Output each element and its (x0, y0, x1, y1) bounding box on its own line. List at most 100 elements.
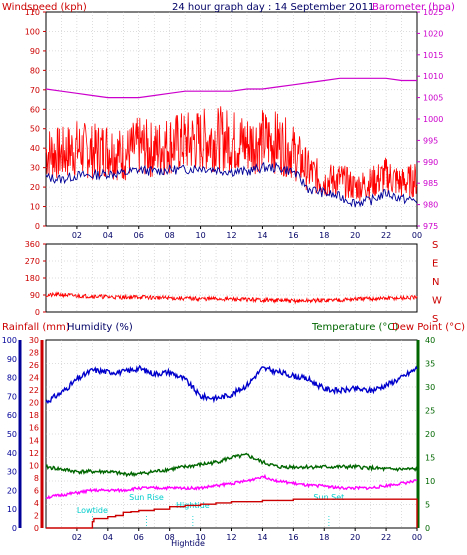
annotation-label: Sun Rise (129, 493, 164, 502)
x-tick-label: 00 (412, 231, 422, 240)
humidity-tick-label: 40 (7, 449, 17, 458)
x-tick-label: 14 (257, 533, 267, 542)
compass-label: E (432, 259, 438, 270)
humidity-tick-label: 10 (7, 505, 17, 514)
left-tick-label: 20 (30, 183, 40, 192)
rainfall-tick-label: 2 (34, 511, 39, 520)
temperature-tick-label: 40 (425, 336, 435, 345)
left-tick-label: 100 (25, 27, 40, 36)
rainfall-tick-label: 18 (29, 411, 39, 420)
left-tick-label: 50 (30, 125, 40, 134)
x-tick-label: 10 (195, 231, 205, 240)
left-tick-label: 10 (30, 203, 40, 212)
wind-barometer-panel: Windspeed (kph) 24 hour graph day : 14 Se… (2, 2, 455, 240)
x-tick-label: 16 (288, 231, 298, 240)
rainfall-tick-label: 0 (34, 524, 39, 533)
rainfall-tick-label: 10 (29, 461, 39, 470)
left-tick-label: 110 (25, 8, 40, 17)
temperature-tick-label: 30 (425, 383, 435, 392)
humidity-tick-label: 20 (7, 486, 17, 495)
x-tick-label: 22 (381, 231, 391, 240)
temperature-tick-label: 10 (425, 477, 435, 486)
temperature-tick-label: 0 (425, 524, 430, 533)
rainfall-tick-label: 14 (29, 436, 39, 445)
x-tick-label: 02 (72, 533, 82, 542)
x-tick-label: 18 (319, 533, 329, 542)
right-tick-label: 995 (423, 136, 438, 145)
rainfall-line (46, 498, 418, 529)
humidity-temperature-panel: Rainfall (mm)Humidity (%) Temperature (°C… (2, 322, 465, 548)
rainfall-label: Rainfall (mm) (2, 322, 70, 333)
right-tick-label: 1000 (423, 115, 443, 124)
x-tick-label: 20 (350, 533, 360, 542)
left-tick-label: 70 (30, 86, 40, 95)
temperature-line (45, 452, 418, 478)
rainfall-tick-label: 24 (29, 374, 39, 383)
dewpoint-label: Dew Point (°C) (392, 322, 465, 333)
x-tick-label: 06 (134, 231, 144, 240)
rainfall-tick-label: 26 (29, 361, 39, 370)
temperature-tick-label: 15 (425, 454, 435, 463)
direction-tick-label: 360 (25, 240, 40, 249)
left-tick-label: 60 (30, 105, 40, 114)
humidity-tick-label: 90 (7, 355, 17, 364)
humidity-tick-label: 0 (12, 524, 17, 533)
temperature-tick-label: 20 (425, 430, 435, 439)
left-axis-label: Windspeed (kph) (2, 2, 87, 13)
x-tick-label: 02 (72, 231, 82, 240)
rainfall-tick-label: 16 (29, 424, 39, 433)
right-axis-label: Barometer (hpa) (372, 2, 455, 13)
x-tick-label: 12 (226, 231, 236, 240)
compass-label: S (432, 314, 438, 325)
compass-label: W (432, 296, 442, 307)
left-tick-label: 30 (30, 164, 40, 173)
x-tick-label: 12 (226, 533, 236, 542)
x-tick-label: 04 (103, 533, 113, 542)
x-tick-label: 08 (165, 231, 175, 240)
rainfall-tick-label: 20 (29, 399, 39, 408)
direction-tick-label: 90 (30, 291, 40, 300)
annotation-label: Lowtide (77, 506, 108, 515)
temperature-tick-label: 25 (425, 407, 435, 416)
direction-tick-label: 180 (25, 274, 40, 283)
rainfall-tick-label: 30 (29, 336, 39, 345)
temperature-label: Temperature (°C) (311, 322, 398, 333)
right-tick-label: 1020 (423, 29, 443, 38)
right-tick-label: 985 (423, 179, 438, 188)
humidity-tick-label: 70 (7, 392, 17, 401)
humidity-tick-label: 50 (7, 430, 17, 439)
right-tick-label: 1015 (423, 51, 443, 60)
annotation-label: Sun Set (313, 493, 344, 502)
temperature-tick-label: 5 (425, 501, 430, 510)
chart-title: 24 hour graph day : 14 September 2011 (172, 2, 374, 13)
right-tick-label: 975 (423, 222, 438, 231)
left-tick-label: 0 (35, 222, 40, 231)
rainfall-tick-label: 8 (34, 474, 39, 483)
dewpoint-line (45, 473, 418, 500)
temperature-tick-label: 35 (425, 360, 435, 369)
x-tick-label: 22 (381, 533, 391, 542)
x-tick-label: 16 (288, 533, 298, 542)
humidity-line (45, 364, 418, 405)
humidity-tick-label: 30 (7, 468, 17, 477)
left-tick-label: 90 (30, 47, 40, 56)
barometer-line (45, 77, 417, 99)
x-tick-label: 04 (103, 231, 113, 240)
x-tick-label: 00 (412, 533, 422, 542)
left-tick-label: 40 (30, 144, 40, 153)
rainfall-tick-label: 22 (29, 386, 39, 395)
x-tick-label: 18 (319, 231, 329, 240)
wind-direction-line (45, 291, 418, 305)
left-tick-label: 80 (30, 66, 40, 75)
humidity-label: Humidity (%) (67, 322, 133, 333)
x-tick-label: 20 (350, 231, 360, 240)
rainfall-tick-label: 12 (29, 449, 39, 458)
rainfall-tick-label: 4 (34, 499, 39, 508)
right-tick-label: 1010 (423, 72, 443, 81)
right-tick-label: 1005 (423, 94, 443, 103)
direction-tick-label: 270 (25, 257, 40, 266)
x-tick-label: 10 (195, 533, 205, 542)
